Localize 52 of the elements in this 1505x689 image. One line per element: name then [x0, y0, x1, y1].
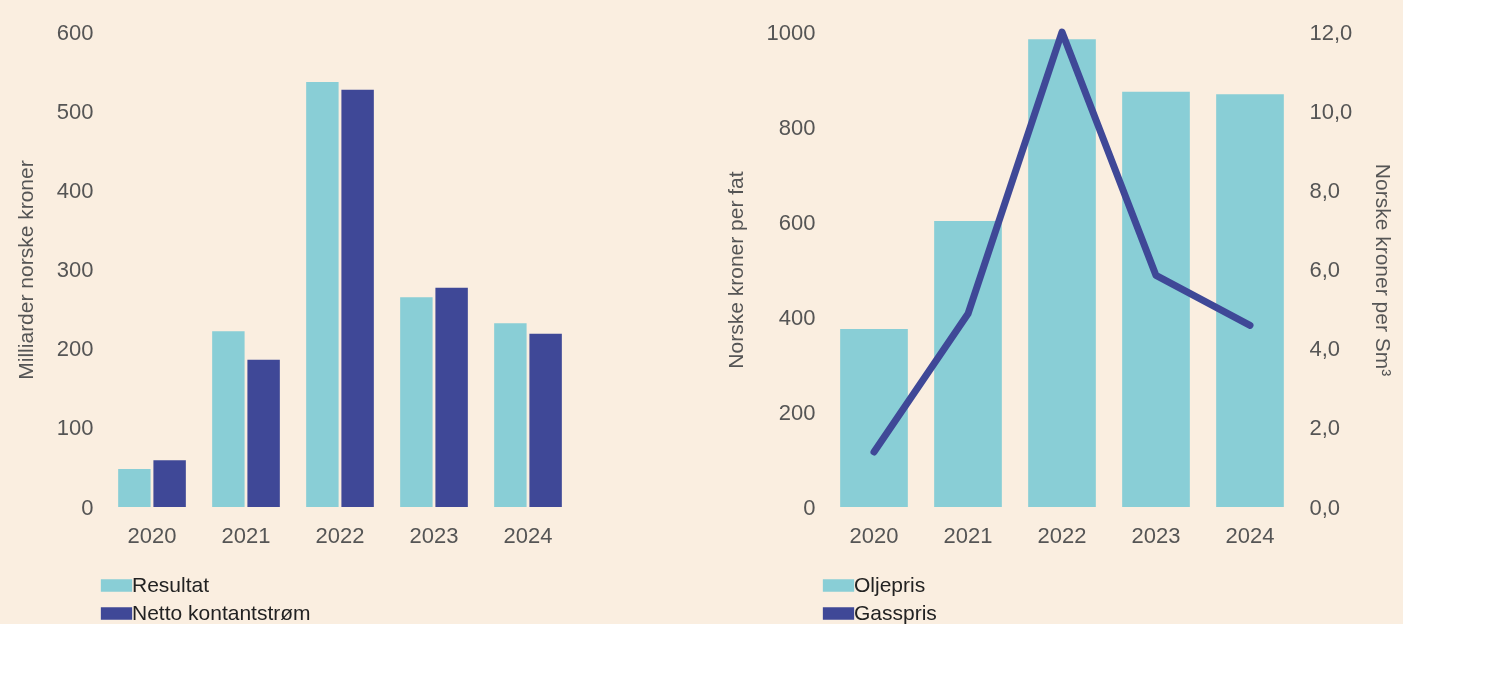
y-tick-label: 500 — [56, 98, 94, 124]
x-tick-label: 2023 — [1131, 522, 1181, 548]
y2-tick-label: 8,0 — [1309, 177, 1341, 203]
x-tick-label: 2021 — [943, 522, 993, 548]
y-tick-label: 400 — [778, 304, 816, 330]
bar — [306, 81, 339, 507]
bar — [840, 328, 908, 507]
x-tick-label: 2022 — [315, 522, 365, 548]
bar — [247, 359, 280, 507]
bar — [341, 89, 374, 507]
y-tick-label: 300 — [56, 257, 94, 282]
legend-label: Netto kontantstrøm — [132, 600, 311, 624]
y-tick-label: 0 — [81, 494, 94, 520]
y-tick-label: 600 — [56, 19, 94, 45]
bar — [1122, 91, 1190, 507]
x-tick-label: 2023 — [409, 522, 459, 548]
y2-tick-label: 10,0 — [1309, 98, 1353, 124]
bar — [934, 221, 1002, 507]
x-tick-label: 2024 — [503, 522, 553, 548]
bar — [118, 469, 151, 507]
bar — [1216, 94, 1284, 507]
x-tick-label: 2020 — [127, 522, 177, 548]
y-tick-label: 200 — [778, 399, 816, 425]
bar — [529, 333, 562, 507]
y2-tick-label: 2,0 — [1309, 415, 1341, 441]
legend-label: Oljepris — [854, 572, 926, 596]
x-tick-label: 2021 — [221, 522, 271, 548]
y2-tick-label: 12,0 — [1309, 19, 1353, 45]
bar — [494, 323, 527, 507]
bar — [400, 297, 433, 507]
bar — [435, 287, 468, 507]
bar — [1028, 39, 1096, 507]
legend-label: Gasspris — [854, 600, 937, 624]
y-tick-label: 100 — [56, 415, 94, 441]
y2-axis-title: Norske kroner per Sm³ — [1372, 163, 1396, 377]
y-axis-title: Milliarder norske kroner — [13, 160, 37, 380]
y-tick-label: 600 — [778, 209, 816, 235]
x-tick-label: 2024 — [1225, 522, 1275, 548]
y-tick-label: 0 — [803, 494, 816, 520]
y-tick-label: 1000 — [766, 19, 816, 45]
bar — [212, 331, 245, 507]
x-tick-label: 2022 — [1037, 522, 1087, 548]
y2-tick-label: 6,0 — [1309, 257, 1341, 282]
y-tick-label: 400 — [56, 177, 94, 203]
y2-tick-label: 0,0 — [1309, 494, 1341, 520]
legend-label: Resultat — [132, 572, 210, 596]
y-tick-label: 800 — [778, 114, 816, 140]
bar — [153, 460, 186, 507]
y2-tick-label: 4,0 — [1309, 336, 1341, 362]
x-tick-label: 2020 — [849, 522, 899, 548]
y-tick-label: 200 — [56, 336, 94, 362]
y-axis-title: Norske kroner per fat — [723, 171, 747, 369]
